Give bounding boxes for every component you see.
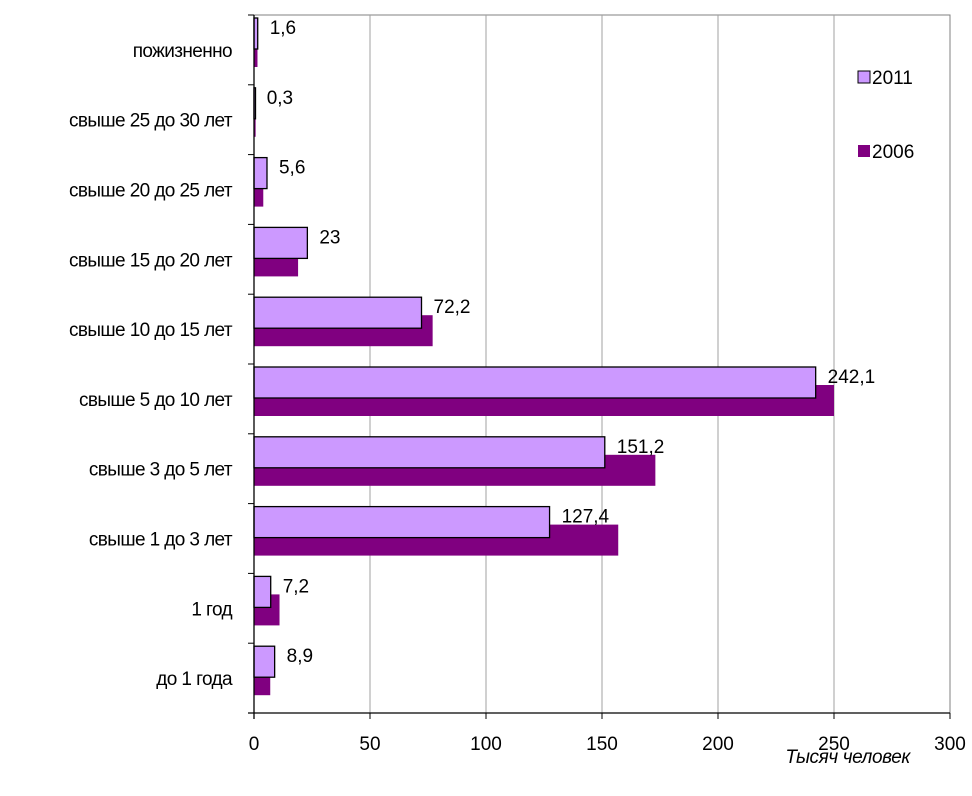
- data-label-2011-5: 242,1: [828, 367, 876, 388]
- labels: 1,6 пожизненно 0,3 свыше 25 до 30 лет 5,6 свы…: [69, 18, 875, 690]
- bar-2011-7: [253, 505, 551, 539]
- category-label-6: свыше 3 до 5 лет: [89, 460, 233, 481]
- x-tick-label-250: 250: [818, 734, 850, 755]
- category-label-2: свыше 20 до 25 лет: [69, 181, 233, 202]
- axes: 0 50 100 150 200 250 300: [248, 14, 966, 755]
- category-label-7: свыше 1 до 3 лет: [89, 530, 233, 551]
- bar-2006-0: [254, 36, 258, 67]
- data-label-2011-3: 23: [319, 227, 340, 248]
- category-label-4: свыше 10 до 15 лет: [69, 320, 233, 341]
- category-label-5: свыше 5 до 10 лет: [79, 390, 233, 411]
- data-label-2011-4: 72,2: [434, 297, 471, 318]
- x-tick-label-300: 300: [934, 734, 966, 755]
- data-label-2011-9: 8,9: [287, 646, 313, 667]
- x-tick-label-0: 0: [249, 734, 260, 755]
- category-label-3: свыше 15 до 20 лет: [69, 250, 233, 271]
- bar-2011-9: [253, 645, 276, 678]
- x-axis-title: Тысяч человек: [785, 747, 911, 768]
- legend-swatch-2006: [858, 145, 870, 157]
- x-tick-label-150: 150: [586, 734, 618, 755]
- x-tick-label-100: 100: [470, 734, 502, 755]
- legend-label-2006: 2006: [872, 142, 914, 163]
- legend: 2011 2006: [857, 68, 914, 163]
- bar-2011-4: [253, 296, 423, 329]
- bar-2006-2: [254, 175, 264, 207]
- data-label-2011-0: 1,6: [270, 18, 296, 39]
- bars: [253, 17, 834, 696]
- bar-2011-5: [253, 366, 817, 399]
- category-label-8: 1 год: [191, 599, 232, 620]
- data-label-2011-1: 0,3: [267, 88, 293, 109]
- bar-2011-3: [253, 226, 309, 260]
- data-label-2011-7: 127,4: [562, 507, 610, 528]
- bar-2006-1: [254, 105, 256, 137]
- category-label-1: свыше 25 до 30 лет: [69, 111, 233, 132]
- x-tick-label-200: 200: [702, 734, 734, 755]
- x-tick-label-50: 50: [359, 734, 380, 755]
- data-label-2011-2: 5,6: [279, 158, 305, 179]
- data-label-2011-6: 151,2: [617, 437, 665, 458]
- legend-swatch-2011: [857, 70, 871, 84]
- bar-2011-2: [253, 156, 268, 190]
- legend-label-2011: 2011: [872, 68, 913, 89]
- category-label-0: пожизненно: [133, 41, 232, 62]
- data-label-2011-8: 7,2: [283, 576, 309, 597]
- category-label-9: до 1 года: [156, 669, 233, 690]
- bar-2011-8: [253, 575, 272, 609]
- bar-2011-6: [253, 436, 606, 469]
- gridlines: [253, 14, 951, 714]
